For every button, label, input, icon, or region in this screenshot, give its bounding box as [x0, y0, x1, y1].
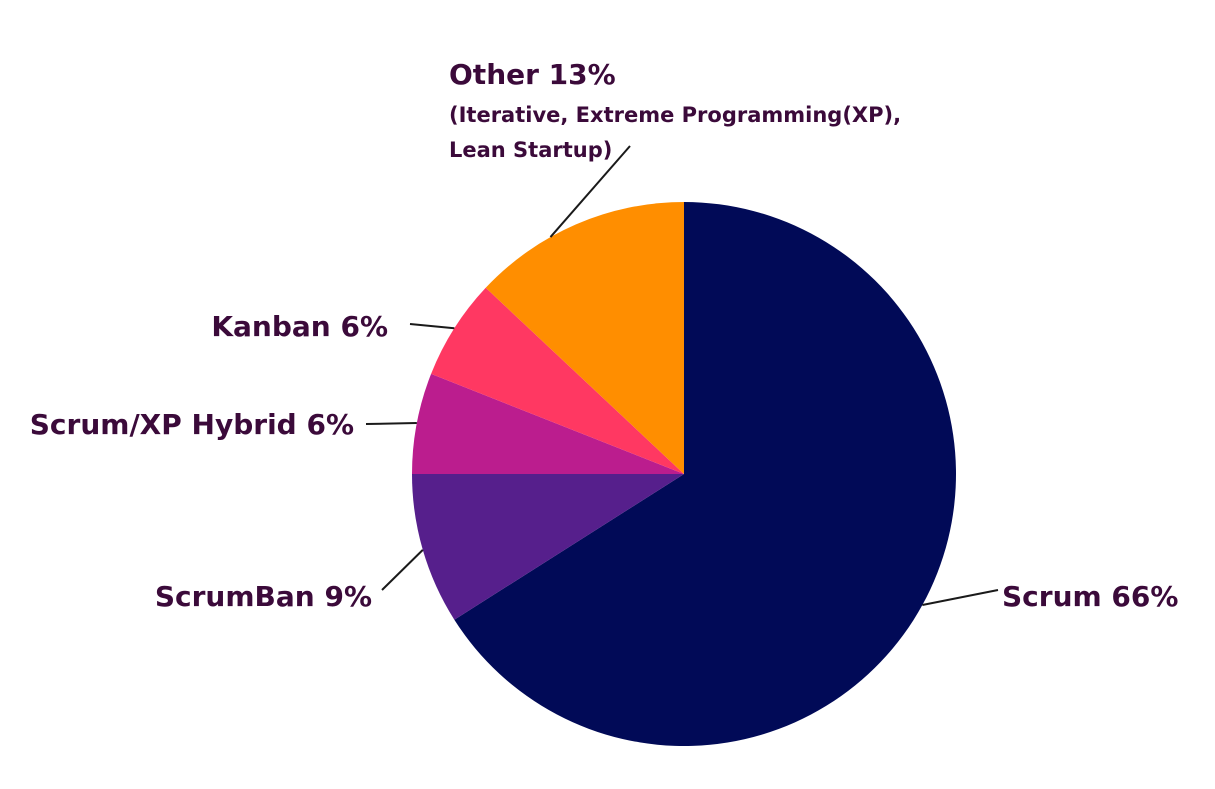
slice-label-kanban: Kanban 6%	[211, 310, 388, 343]
leader-line-other	[549, 145, 631, 238]
pie-slice-scrumban	[412, 474, 684, 620]
slice-label-scrum-xp-hybrid: Scrum/XP Hybrid 6%	[30, 408, 354, 441]
pie-slice-kanban	[431, 287, 684, 474]
pie-slices	[412, 201, 957, 746]
pie-slice-scrum-xp-hybrid	[412, 373, 684, 474]
leader-line-scrumban	[381, 549, 424, 591]
leader-line-scrum-xp-hybrid	[365, 422, 417, 425]
slice-label-scrum: Scrum 66%	[1002, 580, 1178, 613]
pie-slice-scrum	[454, 201, 957, 746]
leader-line-kanban	[409, 323, 455, 330]
leader-line-scrum	[922, 589, 999, 607]
slice-note-other-line-1: (Iterative, Extreme Programming(XP),	[449, 103, 901, 127]
slice-label-other: Other 13%	[449, 58, 616, 91]
leader-lines	[365, 145, 999, 607]
pie-slice-other	[485, 202, 684, 474]
slice-label-scrumban: ScrumBan 9%	[155, 580, 372, 613]
slice-note-other-line-2: Lean Startup)	[449, 138, 612, 162]
